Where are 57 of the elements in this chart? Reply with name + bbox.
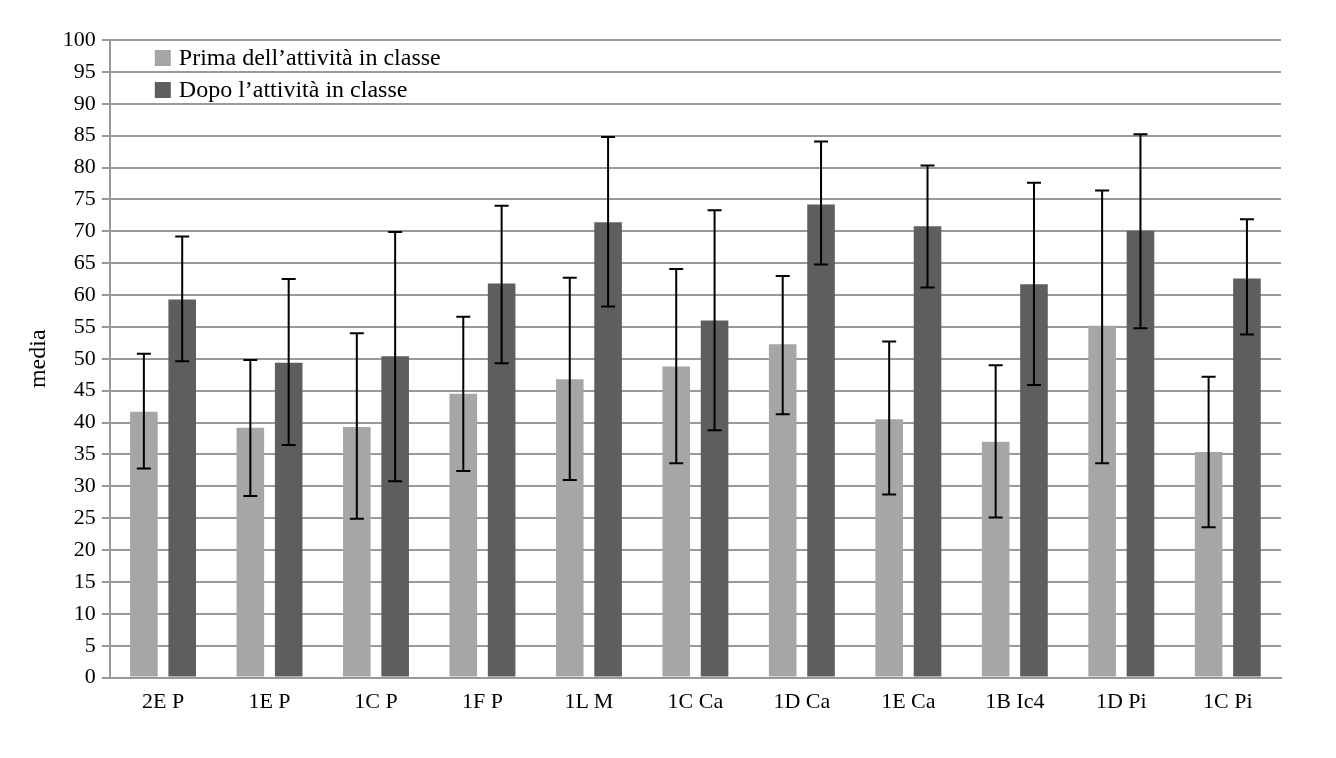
y-tick-label: 15 bbox=[73, 567, 96, 593]
x-tick-label: 1B Ic4 bbox=[985, 687, 1045, 713]
legend-label: Prima dell’attività in classe bbox=[178, 44, 441, 71]
bar bbox=[700, 320, 729, 677]
bar bbox=[1088, 325, 1116, 677]
y-tick-label: 20 bbox=[73, 535, 96, 561]
x-tick-label: 1F P bbox=[461, 687, 503, 713]
bar bbox=[130, 411, 158, 677]
y-tick-label: 35 bbox=[73, 440, 96, 466]
y-tick-label: 60 bbox=[73, 280, 96, 306]
y-axis-title: media bbox=[23, 329, 50, 389]
bar bbox=[981, 441, 1010, 677]
bar bbox=[449, 393, 478, 677]
bar bbox=[1126, 230, 1155, 677]
bar bbox=[1194, 451, 1223, 677]
bar bbox=[594, 222, 622, 677]
bar bbox=[1020, 284, 1048, 677]
bar bbox=[807, 204, 835, 677]
y-tick-label: 65 bbox=[73, 248, 96, 274]
bar bbox=[768, 344, 797, 677]
bar bbox=[555, 379, 584, 677]
x-tick-label: 1E Ca bbox=[881, 687, 936, 713]
legend-label: Dopo l’attività in classe bbox=[178, 76, 408, 103]
bar bbox=[1233, 278, 1261, 677]
y-tick-label: 5 bbox=[84, 631, 96, 657]
y-tick-label: 25 bbox=[73, 503, 96, 529]
y-tick-label: 50 bbox=[73, 344, 96, 370]
bar bbox=[274, 362, 303, 677]
x-tick-label: 1C Pi bbox=[1203, 687, 1253, 713]
bar bbox=[875, 419, 903, 677]
x-tick-label: 1D Ca bbox=[773, 687, 831, 713]
bar bbox=[381, 356, 409, 677]
y-tick-label: 70 bbox=[73, 217, 96, 243]
bar bbox=[343, 427, 371, 677]
y-tick-label: 85 bbox=[73, 121, 96, 147]
y-tick-label: 40 bbox=[73, 408, 96, 434]
x-tick-label: 1E P bbox=[248, 687, 291, 713]
y-tick-label: 75 bbox=[73, 185, 96, 211]
y-tick-label: 55 bbox=[73, 312, 96, 338]
y-tick-label: 10 bbox=[73, 599, 96, 625]
x-tick-label: 1C P bbox=[354, 687, 398, 713]
x-tick-label: 2E P bbox=[141, 687, 185, 713]
bar bbox=[168, 299, 196, 677]
bar bbox=[662, 366, 691, 677]
y-tick-label: 90 bbox=[73, 89, 96, 115]
y-tick-label: 100 bbox=[62, 25, 96, 51]
y-tick-label: 45 bbox=[73, 376, 96, 402]
bar bbox=[236, 427, 265, 677]
bar bbox=[487, 283, 516, 677]
x-tick-label: 1C Ca bbox=[667, 687, 724, 713]
bar bbox=[913, 226, 942, 677]
y-tick-label: 95 bbox=[73, 57, 96, 83]
y-tick-label: 80 bbox=[73, 153, 96, 179]
y-tick-label: 30 bbox=[73, 472, 96, 498]
x-tick-label: 1D Pi bbox=[1095, 687, 1147, 713]
y-tick-label: 0 bbox=[84, 663, 96, 689]
x-tick-label: 1L M bbox=[564, 687, 614, 713]
